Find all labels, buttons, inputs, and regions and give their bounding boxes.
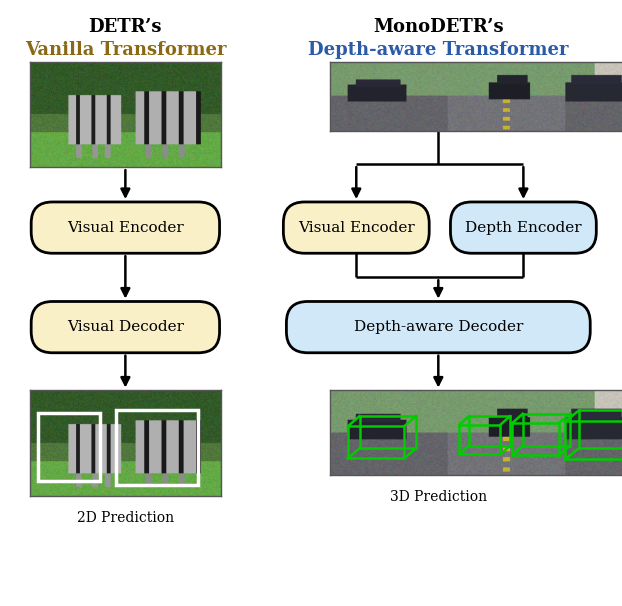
Text: Visual Decoder: Visual Decoder	[67, 320, 184, 334]
FancyBboxPatch shape	[286, 302, 590, 353]
Bar	[565, 421, 622, 459]
Text: Depth-aware Transformer: Depth-aware Transformer	[308, 41, 569, 59]
Bar	[513, 423, 559, 455]
Text: Visual Encoder: Visual Encoder	[298, 221, 415, 235]
FancyBboxPatch shape	[284, 202, 429, 253]
Text: DETR’s: DETR’s	[88, 18, 162, 36]
Bar	[38, 413, 100, 481]
Text: 3D Prediction: 3D Prediction	[390, 490, 487, 504]
Bar	[116, 410, 198, 485]
Text: Depth Encoder: Depth Encoder	[465, 221, 582, 235]
FancyBboxPatch shape	[31, 302, 220, 353]
Text: MonoDETR’s: MonoDETR’s	[373, 18, 504, 36]
Text: 2D Prediction: 2D Prediction	[77, 511, 174, 525]
Bar	[348, 427, 404, 459]
Text: Visual Encoder: Visual Encoder	[67, 221, 183, 235]
FancyBboxPatch shape	[31, 202, 220, 253]
Text: Depth-aware Decoder: Depth-aware Decoder	[354, 320, 523, 334]
Bar	[460, 425, 501, 454]
Text: Vanilla Transformer: Vanilla Transformer	[25, 41, 226, 59]
FancyBboxPatch shape	[450, 202, 596, 253]
